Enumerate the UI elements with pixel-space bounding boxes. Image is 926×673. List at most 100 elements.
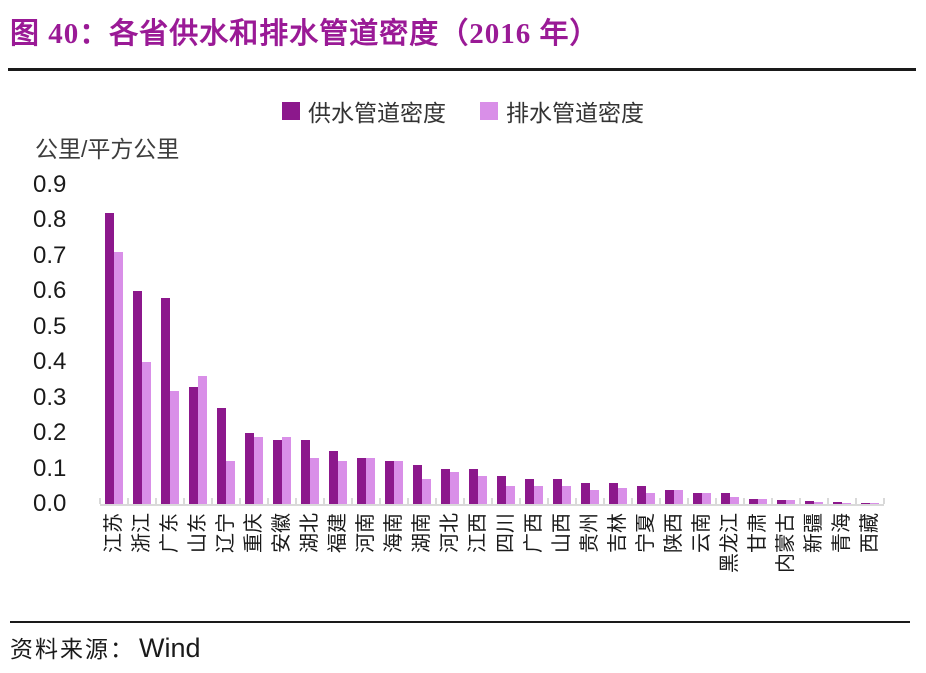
x-axis-label: 四川 [495,513,517,553]
bar-drainage [814,501,823,504]
bar-drainage [198,376,207,504]
bar-group [575,185,604,504]
x-axis-label: 广西 [523,513,545,553]
bar-supply [329,450,338,504]
bar-drainage [394,461,403,504]
bar-drainage [142,362,151,504]
bar-drainage [618,488,627,504]
bar-supply [189,387,198,504]
x-axis-label: 辽宁 [215,513,237,553]
bar-supply [357,457,366,504]
chart-legend: 供水管道密度 排水管道密度 [0,97,926,126]
x-axis-label: 江西 [467,513,489,553]
legend-item-label: 排水管道密度 [506,100,644,126]
bar-group [351,185,380,504]
x-axis-label: 云南 [691,513,713,553]
bar-supply [497,475,506,504]
bar-drainage [562,486,571,504]
x-axis-label-cell: 江西 [464,509,492,621]
bar-drainage [226,461,235,504]
y-axis-tick-label: 0.4 [33,348,67,376]
x-axis-label: 贵州 [579,513,601,553]
bar-supply [637,486,646,504]
x-axis-label-cell: 湖南 [408,509,436,621]
figure-title: 图 40：各省供水和排水管道密度（2016 年） [10,18,600,50]
bar-group [771,185,800,504]
bar-supply [721,493,730,504]
x-axis-label-cell: 青海 [828,509,856,621]
bar-drainage [758,498,767,504]
x-axis-label: 广东 [159,513,181,553]
bar-group [295,185,324,504]
bar-drainage [478,475,487,504]
bar-drainage [870,503,879,504]
x-axis-label-cell: 宁夏 [632,509,660,621]
bar-group [463,185,492,504]
bar-drainage [310,457,319,504]
x-axis-label-cell: 重庆 [240,509,268,621]
x-axis-label: 山西 [551,513,573,553]
source-prefix: 资料来源： [10,637,135,662]
y-axis-tick-label: 0.9 [33,171,67,198]
x-axis-label: 安徽 [271,513,293,553]
bar-group [127,185,156,504]
y-axis-unit-label: 公里/平方公里 [35,136,180,162]
footer-divider [10,621,910,623]
bar-drainage [674,489,683,504]
bar-supply [105,213,114,504]
y-axis-tick-label: 0.3 [33,383,67,411]
y-axis-tick-label: 0.1 [33,454,67,482]
bar-supply [413,465,422,504]
y-axis-tick-label: 0.0 [33,490,67,517]
x-axis-label-cell: 陕西 [660,509,688,621]
x-axis-label-cell: 福建 [324,509,352,621]
x-axis-label-cell: 新疆 [800,509,828,621]
bar-group [743,185,772,504]
y-axis-tick-label: 0.7 [33,241,67,269]
bar-drainage [590,489,599,504]
bar-supply [469,468,478,504]
bar-supply [861,502,870,504]
bar-supply [609,482,618,504]
plot-area [99,185,885,506]
x-axis-label-cell: 广西 [520,509,548,621]
x-axis-label: 吉林 [607,513,629,553]
x-axis-label: 福建 [327,513,349,553]
x-axis-label-cell: 安徽 [268,509,296,621]
x-axis-label-cell: 内蒙古 [772,509,800,621]
x-axis-label-cell: 河南 [352,509,380,621]
bar-supply [441,468,450,504]
x-axis-label-cell: 四川 [492,509,520,621]
bar-group [715,185,744,504]
bar-drainage [534,486,543,504]
bar-group [99,185,128,504]
y-axis-tick-label: 0.2 [33,419,67,447]
y-axis-tick-label: 0.5 [33,312,67,340]
bar-group [687,185,716,504]
x-axis-label: 海南 [383,513,405,553]
bar-drainage [282,436,291,504]
bar-supply [581,482,590,504]
bar-drainage [338,461,347,504]
x-axis-label: 湖南 [411,513,433,553]
x-axis-label: 新疆 [803,513,825,553]
x-axis-label: 山东 [187,513,209,553]
bar-drainage [702,493,711,504]
bar-group [435,185,464,504]
bar-group [855,185,884,504]
bar-drainage [842,502,851,504]
x-axis-label-cell: 山东 [184,509,212,621]
bar-supply [805,501,814,504]
x-axis-label: 黑龙江 [719,513,741,573]
x-axis-label-cell: 甘肃 [744,509,772,621]
bar-group [519,185,548,504]
bar-group [491,185,520,504]
x-axis-label-cell: 湖北 [296,509,324,621]
y-axis-tick-label: 0.8 [33,206,67,234]
x-axis-label: 青海 [831,513,853,553]
bar-group [323,185,352,504]
bar-group [379,185,408,504]
bar-supply [525,479,534,504]
bar-drainage [506,486,515,504]
bar-supply [553,479,562,504]
